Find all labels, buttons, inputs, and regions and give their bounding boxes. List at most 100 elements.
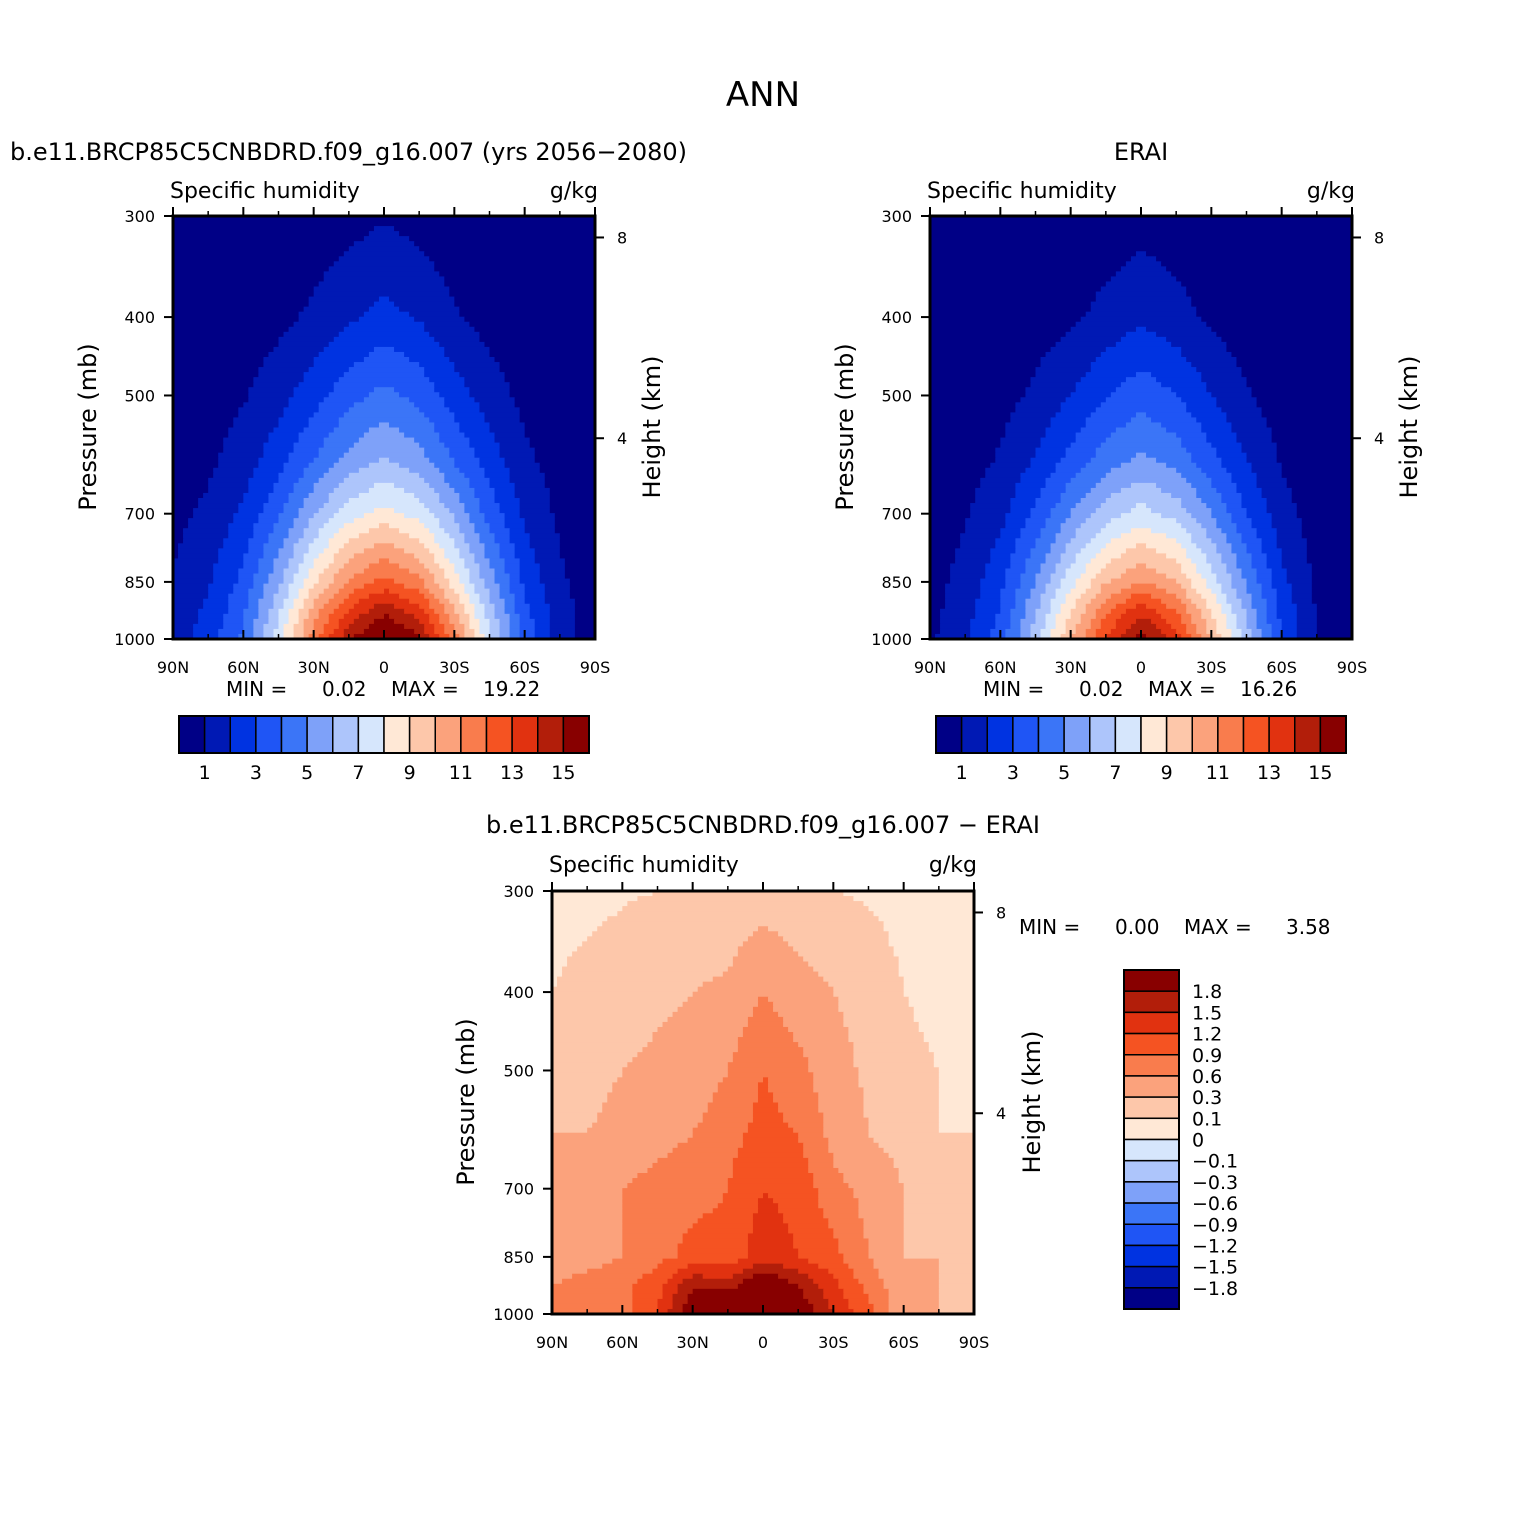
contour-cell — [1296, 503, 1353, 509]
contour-cell — [459, 427, 491, 434]
contour-cell — [243, 558, 259, 565]
contour-cell — [353, 603, 375, 610]
contour-cell — [1055, 341, 1117, 348]
contour-cell — [439, 598, 450, 605]
contour-cell — [544, 472, 596, 479]
right-tick-label: 8 — [996, 903, 1006, 922]
colorbar-box — [511, 715, 539, 754]
contour-cell — [464, 583, 476, 590]
contour-cell — [930, 553, 956, 560]
contour-cell — [552, 991, 694, 998]
contour-cell — [923, 1037, 975, 1043]
contour-cell — [702, 981, 829, 988]
contour-cell — [444, 503, 465, 509]
contour-cell — [1231, 518, 1253, 524]
contour-cell — [662, 1293, 674, 1300]
contour-cell — [1070, 613, 1082, 620]
contour-cell — [303, 553, 320, 560]
contour-cell — [368, 392, 400, 398]
contour-cell — [1075, 432, 1112, 439]
contour-cell — [293, 321, 350, 328]
contour-cell — [1276, 598, 1293, 605]
contour-cell — [233, 518, 260, 524]
contour-cell — [1186, 603, 1197, 610]
contour-cell — [1100, 402, 1187, 408]
contour-cell — [1256, 402, 1353, 408]
contour-cell — [554, 523, 596, 529]
contour-cell — [752, 1228, 789, 1235]
contour-cell — [283, 543, 295, 549]
contour-cell — [1191, 598, 1207, 605]
contour-cell — [1216, 578, 1233, 585]
contour-cell — [193, 508, 239, 514]
contour-cell — [424, 628, 435, 635]
contour-cell — [853, 896, 975, 902]
contour-cell — [173, 316, 300, 323]
contour-cell — [1221, 498, 1243, 504]
contour-cell — [504, 513, 521, 519]
contour-cell — [1095, 613, 1107, 620]
contour-cell — [1146, 251, 1353, 257]
contour-cell — [469, 578, 486, 585]
contour-cell — [338, 623, 350, 630]
contour-cell — [1266, 603, 1278, 610]
contour-cell — [173, 598, 204, 605]
contour-cell — [308, 573, 320, 580]
contour-cell — [692, 991, 834, 998]
contour-cell — [1216, 397, 1258, 403]
contour-cell — [552, 1057, 633, 1063]
contour-cell — [1120, 382, 1162, 388]
contour-cell — [848, 1298, 870, 1305]
contour-cell — [1306, 558, 1353, 565]
contour-cell — [353, 573, 420, 580]
contour-cell — [394, 482, 430, 489]
contour-cell — [479, 402, 516, 408]
contour-cell — [1176, 558, 1192, 565]
contour-cell — [995, 543, 1017, 549]
contour-cell — [1005, 583, 1022, 590]
contour-cell — [692, 1127, 749, 1134]
contour-cell — [1256, 397, 1353, 403]
contour-cell — [484, 613, 496, 620]
contour-cell — [278, 472, 305, 479]
contour-cell — [697, 986, 834, 993]
contour-cell — [519, 513, 556, 519]
contour-cell — [828, 1223, 865, 1229]
contour-cell — [368, 487, 405, 494]
contour-cell — [908, 1001, 975, 1008]
contour-cell — [439, 613, 450, 620]
contour-cell — [323, 628, 335, 635]
contour-cell — [752, 1213, 784, 1219]
contour-cell — [768, 1193, 819, 1199]
contour-cell — [173, 518, 189, 524]
contour-cell — [652, 891, 844, 897]
contour-cell — [373, 603, 395, 610]
contour-cell — [384, 588, 390, 595]
contour-cell — [283, 573, 295, 580]
contour-cell — [858, 1072, 940, 1078]
contour-cell — [783, 1021, 844, 1028]
contour-cell — [975, 598, 1001, 605]
contour-cell — [652, 1032, 744, 1038]
y-tick-label: 850 — [503, 1248, 534, 1267]
contour-cell — [888, 1303, 940, 1310]
contour-cell — [1301, 523, 1353, 529]
contour-cell — [552, 1162, 654, 1169]
contour-cell — [238, 407, 285, 413]
max-value: 16.26 — [1240, 677, 1297, 701]
contour-cell — [298, 311, 365, 318]
contour-cell — [459, 422, 491, 429]
contour-cell — [419, 633, 430, 640]
contour-cell — [1206, 558, 1222, 565]
contour-cell — [519, 578, 541, 585]
contour-cell — [985, 472, 1022, 479]
contour-cell — [552, 1308, 633, 1315]
contour-cell — [1221, 462, 1253, 469]
contour-cell — [193, 628, 219, 635]
contour-cell — [258, 367, 310, 373]
contour-cell — [707, 1107, 754, 1114]
contour-cell — [552, 941, 583, 947]
contour-cell — [873, 1263, 940, 1270]
colorbar-label: −1.8 — [1192, 1278, 1238, 1300]
contour-cell — [757, 1001, 774, 1008]
